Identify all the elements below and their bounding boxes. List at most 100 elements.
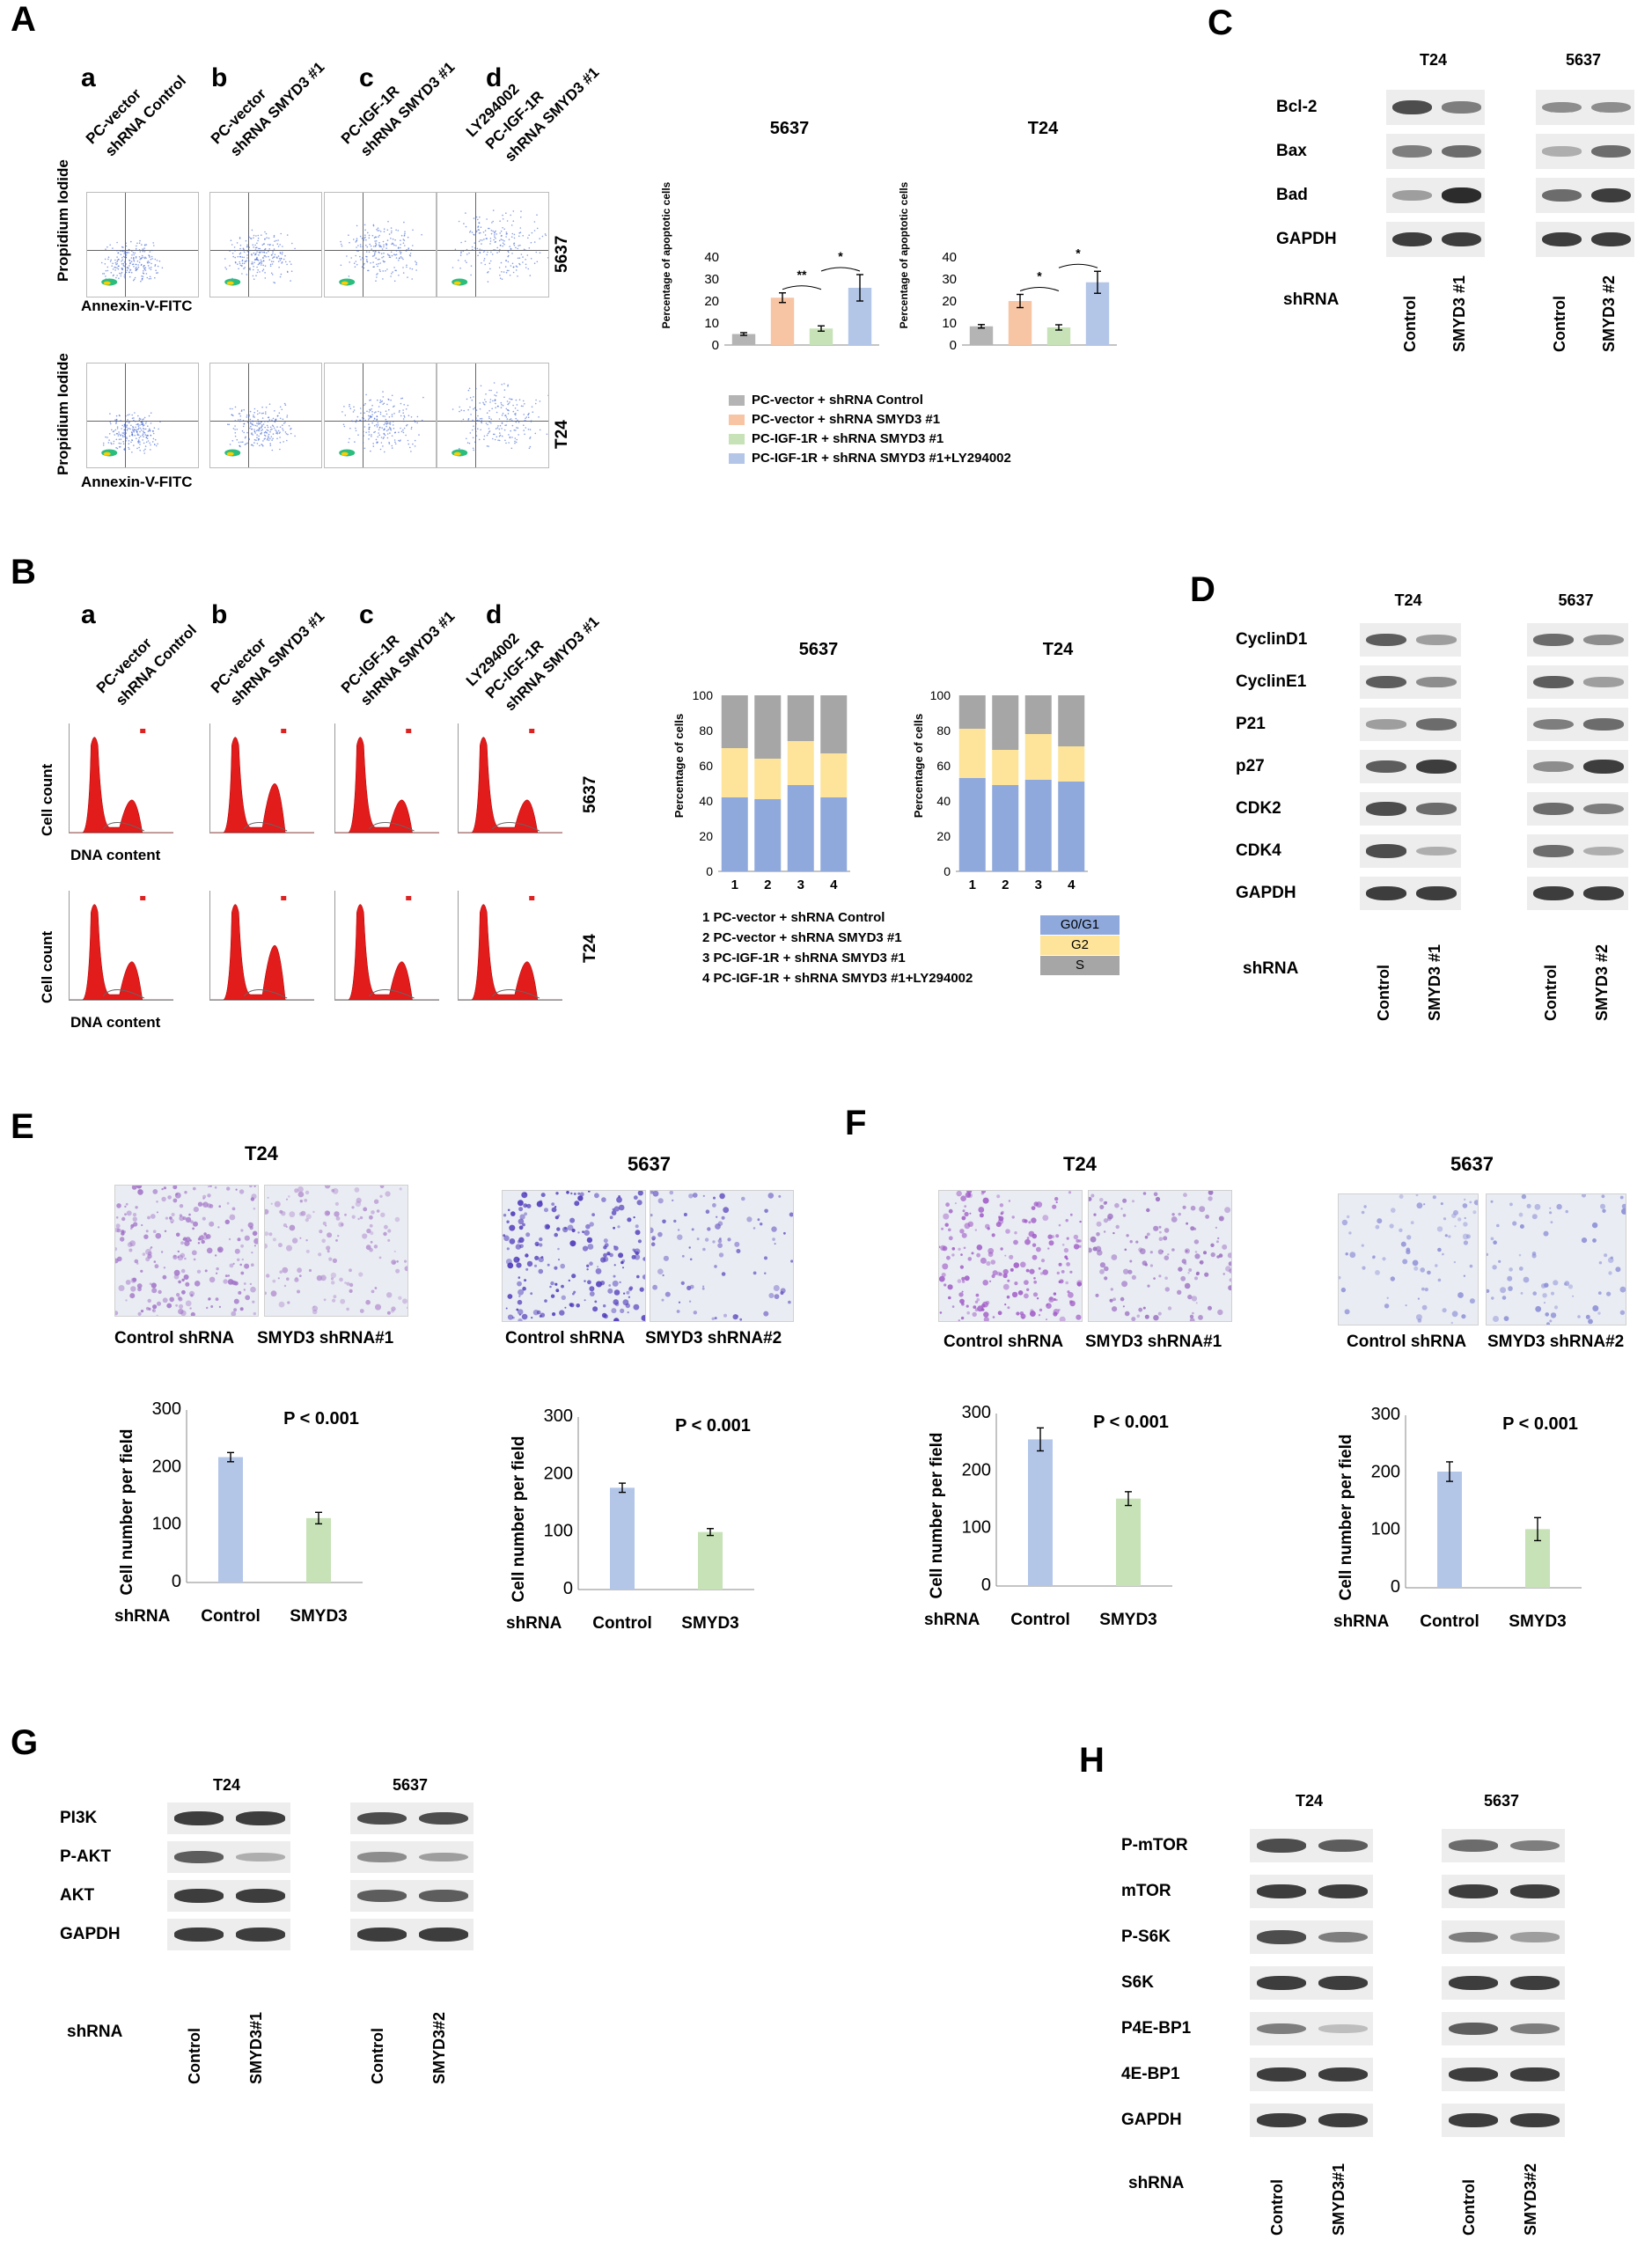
event-dot xyxy=(348,234,349,236)
event-dot xyxy=(459,410,460,413)
stained-cell xyxy=(951,1305,955,1308)
event-dot xyxy=(361,257,363,259)
event-dot xyxy=(136,260,139,262)
event-dot xyxy=(286,439,288,442)
stained-cell xyxy=(1520,1292,1524,1295)
stained-cell xyxy=(145,1248,151,1255)
event-dot xyxy=(126,437,128,440)
event-dot xyxy=(402,267,404,268)
event-dot xyxy=(234,432,237,434)
stained-cell xyxy=(509,1224,516,1231)
event-dot xyxy=(116,260,119,261)
event-dot xyxy=(495,402,496,405)
stained-cell xyxy=(233,1308,238,1312)
stained-cell xyxy=(240,1244,244,1248)
event-dot xyxy=(381,248,384,250)
event-dot xyxy=(411,278,413,280)
event-dot xyxy=(496,405,499,408)
stained-cell xyxy=(1033,1277,1036,1280)
stained-cell xyxy=(517,1299,523,1305)
event-dot xyxy=(480,385,482,387)
event-dot xyxy=(123,448,125,451)
event-dot xyxy=(466,253,468,255)
event-dot xyxy=(144,269,147,271)
event-dot xyxy=(135,249,137,251)
stained-cell xyxy=(1432,1195,1436,1200)
stained-cell xyxy=(510,1211,516,1216)
event-dot xyxy=(492,433,495,436)
event-dot xyxy=(247,251,250,253)
stained-cell xyxy=(721,1272,726,1276)
event-dot xyxy=(279,442,282,444)
density-peak xyxy=(226,281,234,285)
event-dot xyxy=(239,262,241,265)
event-dot xyxy=(151,255,153,258)
event-dot xyxy=(126,424,128,426)
flow-plot-t24-2 xyxy=(209,363,322,468)
stained-cell xyxy=(964,1205,967,1208)
event-dot xyxy=(102,442,105,444)
event-dot xyxy=(273,248,275,250)
event-dot xyxy=(258,251,261,253)
event-dot xyxy=(463,409,465,412)
stained-cell xyxy=(707,1227,711,1231)
stained-cell xyxy=(522,1223,525,1227)
band-lane-2 xyxy=(1583,803,1625,815)
stained-cell xyxy=(688,1193,694,1199)
event-dot xyxy=(386,268,388,270)
event-dot xyxy=(265,407,268,408)
event-dot xyxy=(399,251,401,253)
stained-cell xyxy=(1518,1212,1524,1217)
histogram-t24-3 xyxy=(334,891,439,1001)
event-dot xyxy=(112,268,114,270)
stained-cell xyxy=(160,1251,164,1253)
stained-cell xyxy=(525,1253,529,1258)
stained-cell xyxy=(544,1223,550,1230)
event-dot xyxy=(243,431,245,434)
stained-cell xyxy=(1163,1236,1168,1241)
stained-cell xyxy=(1362,1266,1366,1270)
stained-cell xyxy=(507,1294,513,1299)
chart-b-stacked: 5637 T24 Percentage of cells Percentage … xyxy=(672,640,1088,892)
significance-bracket xyxy=(782,285,822,290)
stained-cell xyxy=(341,1223,344,1226)
stained-cell xyxy=(1068,1191,1072,1194)
event-dot xyxy=(151,249,153,252)
stained-cell xyxy=(716,1215,718,1218)
stained-cell xyxy=(124,1205,127,1208)
event-dot xyxy=(500,261,503,264)
event-dot xyxy=(517,409,518,412)
event-dot xyxy=(285,433,288,435)
stained-cell xyxy=(166,1303,173,1309)
event-dot xyxy=(258,435,260,437)
y-tick-label: 80 xyxy=(936,723,951,738)
event-dot xyxy=(499,424,502,427)
stained-cell xyxy=(1469,1298,1475,1304)
event-dot xyxy=(508,269,510,272)
event-dot xyxy=(242,425,245,428)
stained-cell xyxy=(1423,1203,1426,1206)
stained-cell xyxy=(125,1299,128,1302)
blot-strip-pi3k-5637 xyxy=(350,1803,474,1834)
stained-cell xyxy=(369,1223,373,1228)
stained-cell xyxy=(1526,1203,1531,1208)
protein-label-akt: AKT xyxy=(60,1886,95,1905)
stained-cell xyxy=(561,1284,564,1289)
event-dot xyxy=(473,217,475,219)
histogram-fill xyxy=(335,904,439,1000)
stained-cell xyxy=(130,1286,136,1292)
stained-cell xyxy=(244,1235,250,1241)
event-dot xyxy=(279,275,282,278)
event-dot xyxy=(353,262,356,264)
stained-cell xyxy=(959,1298,965,1304)
stained-cell xyxy=(976,1297,980,1302)
event-dot xyxy=(364,229,366,231)
stained-cell xyxy=(557,1214,561,1217)
event-dot xyxy=(147,425,149,427)
event-dot xyxy=(400,239,401,241)
stained-cell xyxy=(1046,1318,1047,1321)
event-dot xyxy=(380,437,383,438)
stained-cell xyxy=(173,1186,178,1190)
event-dot xyxy=(284,261,287,263)
event-dot xyxy=(130,424,132,427)
